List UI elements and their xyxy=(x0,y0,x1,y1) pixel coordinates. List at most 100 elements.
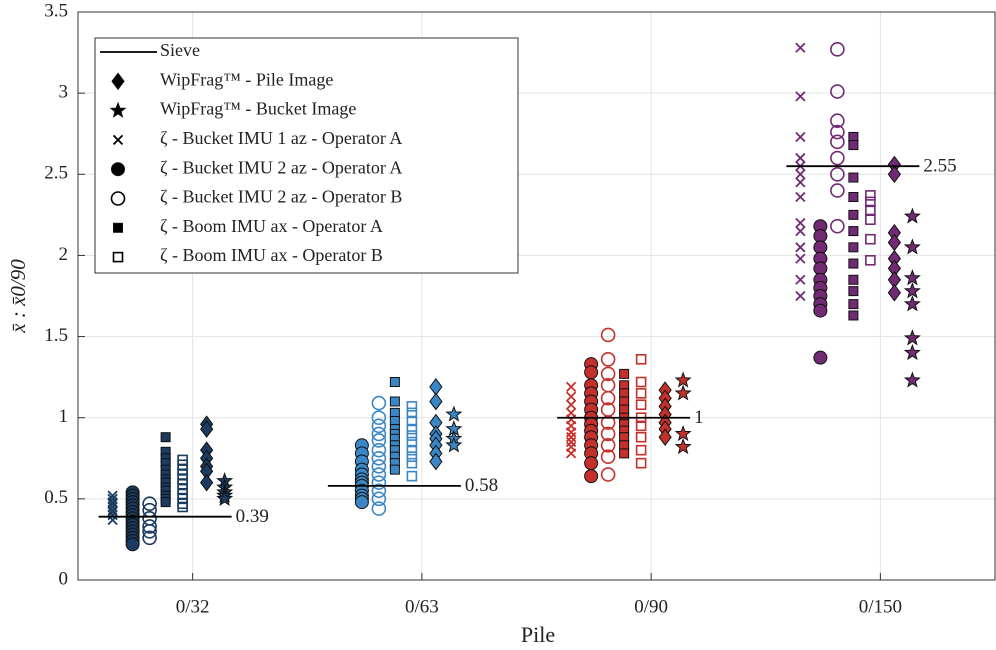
point xyxy=(125,537,140,552)
point xyxy=(658,428,672,447)
point xyxy=(584,469,599,484)
point xyxy=(903,282,921,299)
point xyxy=(429,378,443,396)
point xyxy=(903,295,921,312)
point xyxy=(406,401,418,412)
point xyxy=(160,432,171,443)
point xyxy=(795,169,806,180)
point xyxy=(142,496,157,512)
point xyxy=(107,506,118,517)
point xyxy=(865,254,876,266)
point xyxy=(635,376,647,388)
point xyxy=(371,442,387,458)
point xyxy=(848,286,859,297)
point xyxy=(635,353,647,365)
point xyxy=(795,131,806,143)
point xyxy=(371,410,387,426)
point xyxy=(371,459,387,474)
point xyxy=(848,258,859,269)
point xyxy=(795,217,806,229)
point xyxy=(830,218,845,234)
point xyxy=(389,377,400,388)
point xyxy=(565,399,577,410)
legend-marker xyxy=(112,134,124,146)
point xyxy=(371,433,387,448)
point xyxy=(600,366,616,382)
point xyxy=(830,42,845,57)
point xyxy=(177,501,188,513)
point xyxy=(903,371,921,388)
point xyxy=(371,501,387,516)
x-tick-label: 0/63 xyxy=(405,596,439,617)
point xyxy=(830,84,845,99)
legend-marker xyxy=(109,101,127,118)
point xyxy=(406,444,418,456)
y-tick-label: 0.5 xyxy=(44,487,68,508)
point xyxy=(795,290,806,302)
sieve-label: 0.39 xyxy=(236,506,269,527)
point xyxy=(903,269,921,286)
y-tick-label: 0 xyxy=(59,568,69,589)
point xyxy=(865,233,876,245)
sieve-label: 0.58 xyxy=(465,475,498,496)
point xyxy=(830,124,845,140)
point xyxy=(813,350,828,365)
point xyxy=(584,456,599,471)
point xyxy=(848,299,859,310)
point xyxy=(795,177,806,188)
point xyxy=(142,519,157,534)
point xyxy=(795,91,806,102)
point xyxy=(142,524,157,539)
point xyxy=(848,172,859,183)
point xyxy=(848,209,859,220)
point xyxy=(887,165,901,184)
point xyxy=(160,497,171,508)
y-tick-label: 2 xyxy=(59,244,69,265)
point xyxy=(865,196,876,208)
legend-marker xyxy=(110,191,126,206)
point xyxy=(903,343,921,361)
point xyxy=(406,451,418,462)
point xyxy=(635,444,647,456)
point xyxy=(371,426,387,442)
point xyxy=(887,233,901,252)
point xyxy=(600,390,616,406)
point xyxy=(200,420,214,438)
point xyxy=(406,436,418,448)
point xyxy=(354,495,369,510)
point xyxy=(848,140,859,151)
point xyxy=(674,424,692,442)
point xyxy=(674,437,692,455)
legend-label: WipFrag™ - Bucket Image xyxy=(160,99,356,119)
sieve-label: 1 xyxy=(694,407,704,428)
point xyxy=(635,399,647,411)
point xyxy=(903,207,921,224)
point xyxy=(371,475,387,490)
point xyxy=(406,470,418,482)
point xyxy=(887,283,901,302)
point xyxy=(848,274,859,285)
point xyxy=(371,483,387,499)
point xyxy=(406,430,418,441)
point xyxy=(795,42,806,53)
point xyxy=(635,388,647,399)
point xyxy=(795,274,806,285)
point xyxy=(600,415,616,430)
point xyxy=(830,134,845,150)
point xyxy=(600,438,616,453)
point xyxy=(635,431,647,443)
point xyxy=(600,351,616,367)
point xyxy=(903,329,921,346)
legend-label: ζ - Bucket IMU 2 az - Operator A xyxy=(160,157,402,177)
point xyxy=(371,491,387,507)
point xyxy=(619,448,630,459)
y-tick-label: 3.5 xyxy=(44,0,68,21)
legend-label: ζ - Boom IMU ax - Operator A xyxy=(160,216,383,236)
legend-marker xyxy=(112,251,124,263)
point xyxy=(795,152,806,164)
point xyxy=(795,225,806,237)
legend-label: ζ - Bucket IMU 1 az - Operator A xyxy=(160,128,402,148)
legend-label: Sieve xyxy=(160,40,200,60)
legend-marker xyxy=(113,222,123,233)
point xyxy=(371,467,387,482)
